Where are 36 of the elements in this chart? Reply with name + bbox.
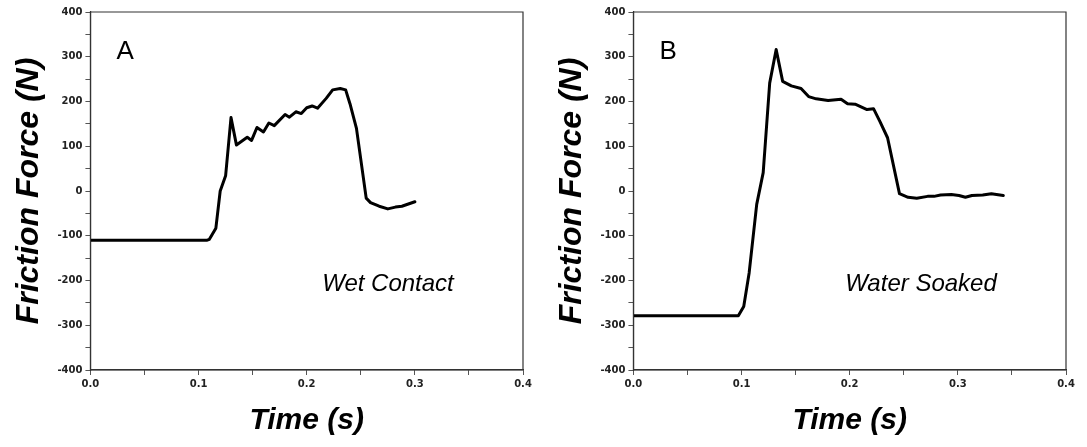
x-tick-label: 0.3 (406, 377, 424, 389)
x-axis-title: Time (s) (249, 402, 364, 436)
x-tick-label: 0.0 (81, 377, 100, 389)
x-tick-label: 0.0 (624, 377, 643, 389)
y-tick-label: 200 (604, 95, 626, 107)
annotation: A (116, 34, 135, 65)
y-tick-label: -200 (57, 274, 83, 286)
y-tick-label: -400 (600, 363, 626, 375)
y-tick-label: 100 (61, 139, 83, 151)
x-tick-label: 0.2 (297, 377, 316, 389)
x-tick-label: 0.1 (732, 377, 751, 389)
y-tick-label: -200 (600, 274, 626, 286)
y-tick-label: 0 (618, 184, 626, 196)
annotation: Water Soaked (845, 268, 998, 296)
x-tick-label: 0.2 (840, 377, 859, 389)
y-tick-label: -100 (600, 229, 626, 241)
y-axis-title: Friction Force (N) (552, 57, 589, 325)
x-tick-label: 0.4 (514, 377, 532, 389)
annotation: Wet Contact (322, 268, 456, 296)
y-tick-label: 300 (61, 50, 83, 62)
x-tick-label: 0.1 (189, 377, 208, 389)
x-tick-label: 0.3 (949, 377, 967, 389)
y-tick-label: 200 (61, 95, 83, 107)
y-tick-label: -300 (57, 318, 83, 330)
y-tick-label: 0 (75, 184, 83, 196)
y-axis-title: Friction Force (N) (9, 57, 46, 325)
y-tick-label: -400 (57, 363, 83, 375)
y-tick-label: 400 (604, 5, 626, 17)
y-tick-label: 400 (61, 5, 83, 17)
annotation: B (659, 34, 677, 65)
y-tick-label: 100 (604, 139, 626, 151)
x-axis-title: Time (s) (792, 402, 907, 436)
x-tick-label: 0.4 (1057, 377, 1075, 389)
y-tick-label: 300 (604, 50, 626, 62)
y-tick-label: -300 (600, 318, 626, 330)
y-tick-label: -100 (57, 229, 83, 241)
